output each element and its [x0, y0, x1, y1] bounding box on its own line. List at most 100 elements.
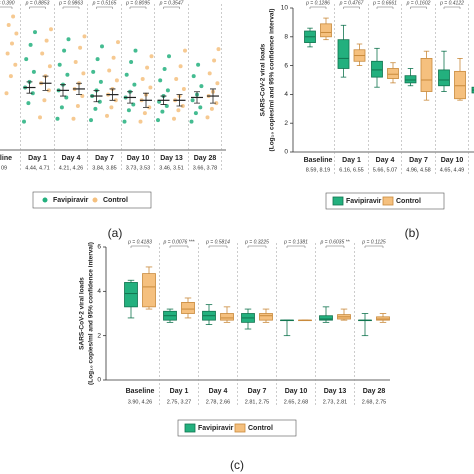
data-point — [109, 105, 114, 110]
data-point — [140, 77, 145, 81]
data-point — [116, 40, 120, 45]
x-tick-label: Day 7 — [248, 388, 267, 395]
data-point — [93, 106, 98, 111]
data-point — [196, 62, 201, 67]
x-tick-label: Day 13 — [324, 388, 347, 395]
p-bracket — [169, 245, 189, 248]
p-value: p = 0.3547 — [159, 0, 184, 6]
box — [404, 75, 417, 84]
data-point — [205, 115, 210, 120]
p-value: p = 0.8095 — [125, 0, 150, 6]
legend-marker — [332, 196, 344, 206]
p-bracket — [163, 6, 180, 9]
p-bracket — [96, 6, 113, 9]
data-point — [165, 88, 170, 93]
summary-label: 4.44, 4.71 — [25, 165, 49, 171]
data-point — [145, 65, 150, 70]
data-point — [183, 48, 187, 53]
legend-marker — [42, 197, 48, 203]
error-bar — [176, 94, 183, 107]
data-point — [5, 51, 10, 56]
data-point — [189, 119, 194, 124]
legend-label: Control — [396, 198, 421, 205]
legend-label: Control — [248, 425, 273, 432]
data-point — [65, 72, 70, 77]
p-value: p = 0.4183 — [127, 239, 152, 245]
data-point — [14, 31, 19, 36]
legend-box — [325, 192, 445, 210]
data-point — [149, 54, 154, 59]
p-bracket — [343, 6, 360, 9]
p-bracket — [247, 245, 267, 248]
data-point — [147, 105, 152, 110]
legend-marker — [92, 197, 98, 203]
data-point — [73, 59, 78, 64]
x-tick-label: Day 10 — [127, 155, 150, 162]
data-point — [8, 74, 13, 79]
p-value: p = 0.6661 — [372, 0, 397, 6]
summary-label: 2.68, 2.75 — [362, 399, 386, 405]
data-point — [113, 98, 118, 103]
data-point — [212, 58, 217, 63]
data-point — [167, 54, 171, 59]
data-point — [55, 116, 60, 121]
data-point — [142, 111, 147, 116]
p-bracket — [325, 245, 345, 248]
summary-label: 2.78, 2.66 — [206, 399, 230, 405]
data-point — [31, 69, 36, 74]
data-point — [4, 91, 9, 96]
p-bracket — [376, 6, 394, 9]
data-point — [62, 48, 67, 53]
x-tick-label: Day 28 — [194, 155, 217, 162]
data-point — [164, 103, 169, 108]
data-point — [89, 118, 93, 123]
y-tick-label: 2 — [97, 332, 101, 339]
error-bar — [127, 91, 133, 104]
data-point — [40, 51, 45, 56]
data-point — [124, 72, 129, 77]
data-point — [111, 55, 116, 60]
x-tick-label: Day 4 — [376, 157, 395, 164]
p-value: p = 0.390 — [0, 0, 15, 6]
box — [438, 69, 450, 87]
y-tick-label: 6 — [284, 62, 288, 69]
data-point — [214, 101, 219, 106]
box — [337, 39, 350, 69]
data-point — [191, 74, 196, 79]
error-bar — [194, 91, 200, 104]
box — [124, 282, 138, 308]
box — [220, 313, 234, 321]
data-point — [95, 57, 100, 62]
summary-label: 2.81, 2.75 — [245, 399, 269, 405]
data-point — [38, 115, 42, 120]
data-point — [129, 59, 134, 64]
y-axis-label: SARS-CoV-2 viral loads — [260, 43, 267, 116]
p-bracket — [130, 245, 150, 248]
p-bracket — [0, 6, 13, 9]
box — [376, 316, 390, 321]
x-tick-label: Day 7 — [409, 157, 428, 164]
summary-label: 8.59, 8.19 — [306, 167, 330, 173]
data-point — [162, 67, 167, 72]
box — [259, 313, 273, 321]
data-point — [209, 106, 214, 111]
p-value: p = 0.5165 — [92, 0, 117, 6]
data-point — [11, 14, 16, 19]
data-point — [126, 108, 131, 113]
summary-label: 2.65, 2.68 — [284, 399, 308, 405]
x-tick-label: Day 4 — [209, 388, 228, 395]
error-bar — [210, 88, 216, 104]
data-point — [215, 81, 220, 86]
x-tick-label: Day 4 — [62, 155, 81, 162]
box — [142, 273, 156, 308]
y-axis-label: (Log₁₀ copies/ml and 95% confidence inte… — [88, 242, 95, 385]
data-point — [59, 105, 64, 110]
legend-label: Favipiravir — [198, 425, 234, 432]
p-value: p = 0.3225 — [244, 239, 269, 245]
summary-label: 2.75, 3.27 — [167, 399, 191, 405]
legend-label: Control — [103, 197, 128, 204]
x-tick-label: Day 28 — [363, 388, 386, 395]
p-bracket — [410, 6, 427, 9]
data-point — [133, 48, 138, 53]
